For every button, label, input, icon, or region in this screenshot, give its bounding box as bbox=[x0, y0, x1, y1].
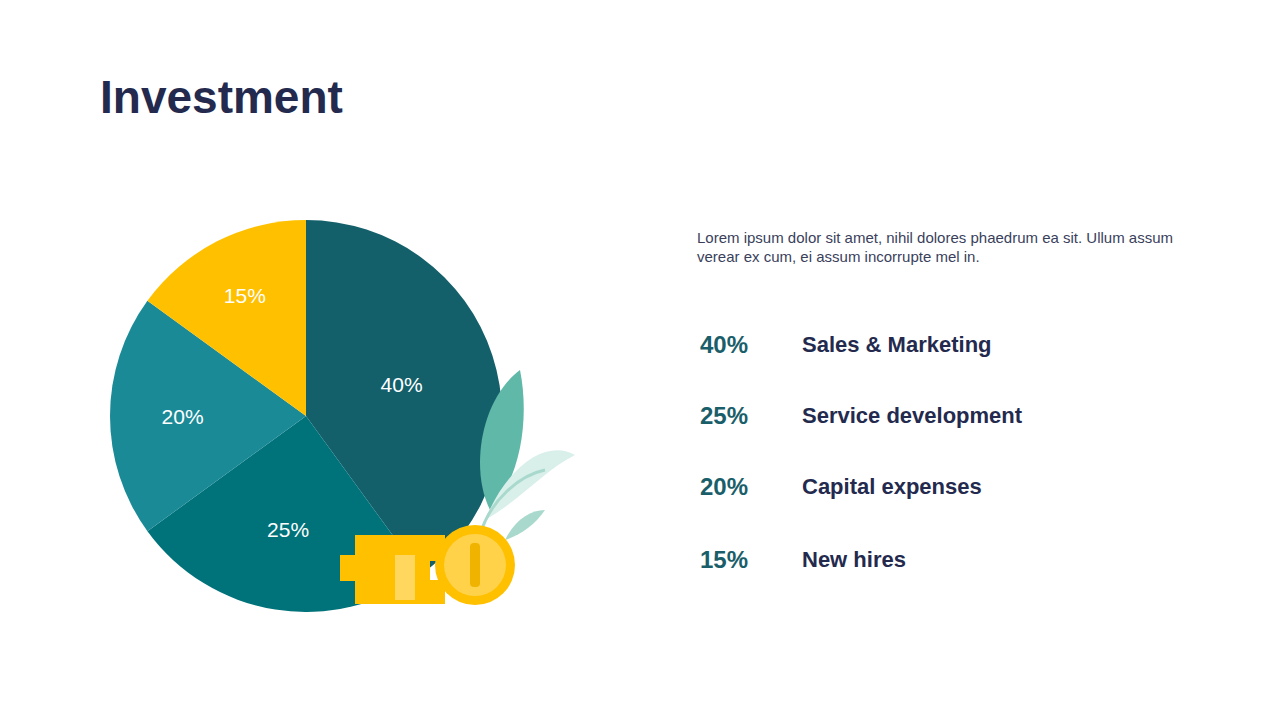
svg-text:25%: 25% bbox=[267, 518, 309, 541]
html-text:20%: 20% bbox=[700, 473, 748, 500]
svg-text:15%: 15% bbox=[224, 284, 266, 307]
svg-text:20%: 20% bbox=[162, 405, 204, 428]
html-text:15%: 15% bbox=[700, 546, 748, 573]
html-text:25%: 25% bbox=[700, 402, 748, 429]
html-text:40%: 40% bbox=[700, 331, 748, 358]
html-text:Sales & Marketing: Sales & Marketing bbox=[802, 332, 992, 357]
html-text:New hires: New hires bbox=[802, 547, 906, 572]
svg-text:40%: 40% bbox=[381, 373, 423, 396]
html-text:Investment: Investment bbox=[100, 71, 343, 123]
html-text:Capital expenses: Capital expenses bbox=[802, 474, 982, 499]
html-text:Service development: Service development bbox=[802, 403, 1023, 428]
html-text:Lorem ipsum dolor sit amet, ni: Lorem ipsum dolor sit amet, nihil dolore… bbox=[697, 229, 1173, 265]
